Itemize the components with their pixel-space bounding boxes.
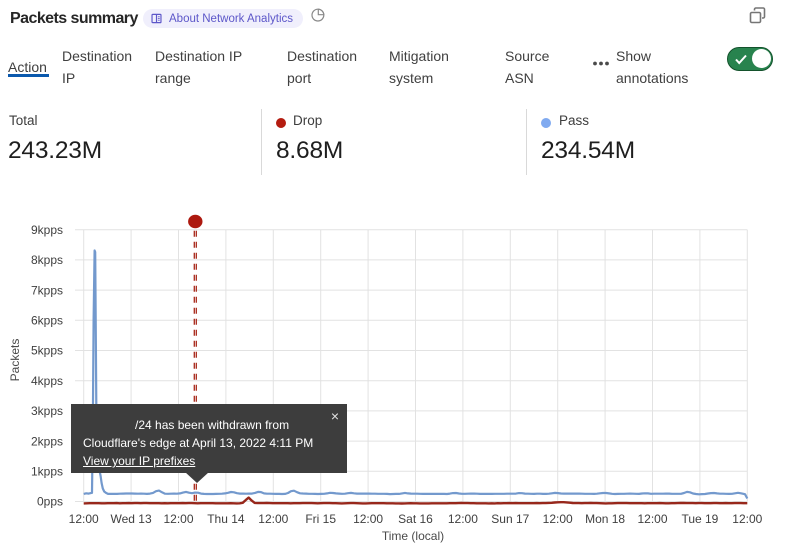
svg-text:1kpps: 1kpps <box>31 465 63 479</box>
svg-text:Fri 15: Fri 15 <box>305 512 336 526</box>
svg-text:Mon 18: Mon 18 <box>585 512 625 526</box>
svg-text:12:00: 12:00 <box>163 512 193 526</box>
svg-text:3kpps: 3kpps <box>31 404 63 418</box>
svg-text:12:00: 12:00 <box>637 512 667 526</box>
svg-text:12:00: 12:00 <box>732 512 762 526</box>
svg-text:12:00: 12:00 <box>258 512 288 526</box>
svg-text:8kpps: 8kpps <box>31 253 63 267</box>
svg-text:2kpps: 2kpps <box>31 434 63 448</box>
svg-text:Sat 16: Sat 16 <box>398 512 433 526</box>
svg-text:12:00: 12:00 <box>353 512 383 526</box>
svg-text:9kpps: 9kpps <box>31 223 63 237</box>
svg-text:Wed 13: Wed 13 <box>111 512 152 526</box>
svg-text:6kpps: 6kpps <box>31 314 63 328</box>
svg-text:Tue 19: Tue 19 <box>681 512 718 526</box>
svg-text:5kpps: 5kpps <box>31 344 63 358</box>
svg-text:Thu 14: Thu 14 <box>207 512 245 526</box>
svg-text:Time (local): Time (local) <box>382 529 444 543</box>
svg-text:Packets: Packets <box>8 339 22 382</box>
svg-text:4kpps: 4kpps <box>31 374 63 388</box>
svg-text:12:00: 12:00 <box>448 512 478 526</box>
svg-text:7kpps: 7kpps <box>31 283 63 297</box>
svg-text:12:00: 12:00 <box>543 512 573 526</box>
svg-text:Sun 17: Sun 17 <box>491 512 529 526</box>
svg-text:0pps: 0pps <box>37 495 63 509</box>
svg-text:12:00: 12:00 <box>69 512 99 526</box>
